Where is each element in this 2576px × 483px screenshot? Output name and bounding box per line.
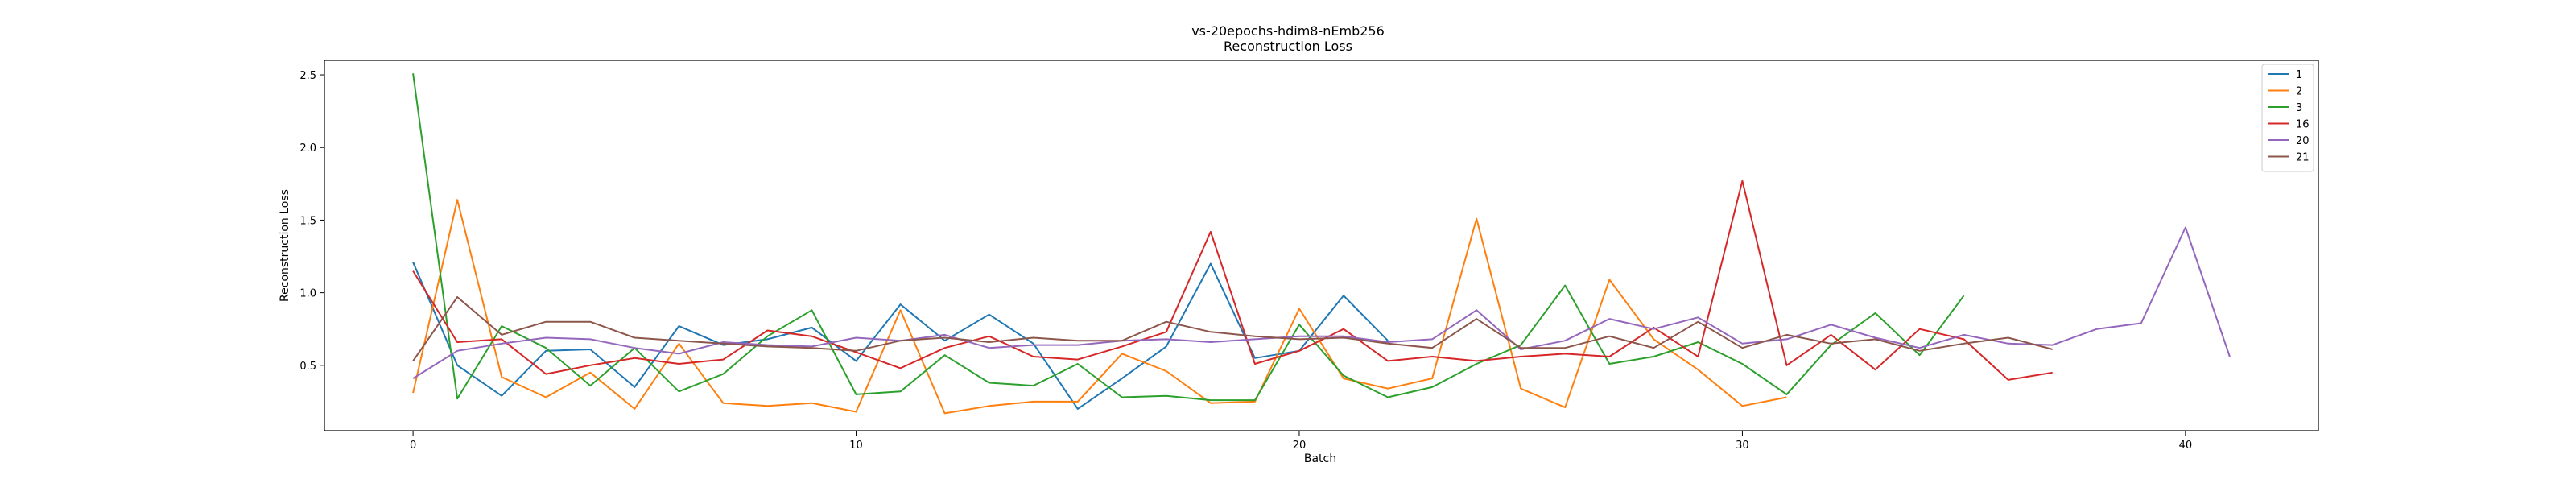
- series-line-3: [412, 73, 1965, 402]
- x-tick-label: 30: [1736, 440, 1749, 452]
- chart-title: vs-20epochs-hdim8-nEmb256: [1191, 23, 1385, 39]
- x-axis: 0 10 20 30 40: [410, 431, 2192, 452]
- series-line-1: [412, 262, 1389, 410]
- x-tick-label: 0: [410, 440, 416, 452]
- legend-entry-1: 1: [2296, 69, 2302, 81]
- y-axis-label: Reconstruction Loss: [279, 189, 291, 302]
- x-tick-label: 10: [849, 440, 863, 452]
- x-tick-label: 20: [1293, 440, 1307, 452]
- y-tick-label: 2.5: [299, 70, 316, 82]
- legend-entry-16: 16: [2296, 119, 2310, 131]
- legend: 1 2 3 16 20 21: [2261, 64, 2314, 172]
- x-tick-label: 40: [2179, 440, 2193, 452]
- y-tick-label: 1.5: [299, 215, 316, 227]
- x-axis-label: Batch: [1304, 452, 1336, 465]
- legend-entry-2: 2: [2296, 86, 2302, 98]
- series-line-21: [412, 296, 2053, 361]
- legend-entry-20: 20: [2296, 135, 2310, 147]
- series-lines: [412, 73, 2231, 415]
- y-tick-label: 2.0: [299, 142, 316, 155]
- y-tick-label: 0.5: [299, 361, 316, 373]
- series-line-16: [412, 180, 2053, 381]
- legend-entry-3: 3: [2296, 102, 2302, 114]
- y-axis: 0.5 1.0 1.5 2.0 2.5: [299, 70, 324, 373]
- series-line-20: [412, 226, 2231, 379]
- legend-entry-21: 21: [2296, 152, 2310, 164]
- plot-frame: [324, 60, 2319, 431]
- y-tick-label: 1.0: [299, 288, 316, 300]
- chart-subtitle: Reconstruction Loss: [1224, 39, 1352, 54]
- series-line-2: [412, 199, 1787, 415]
